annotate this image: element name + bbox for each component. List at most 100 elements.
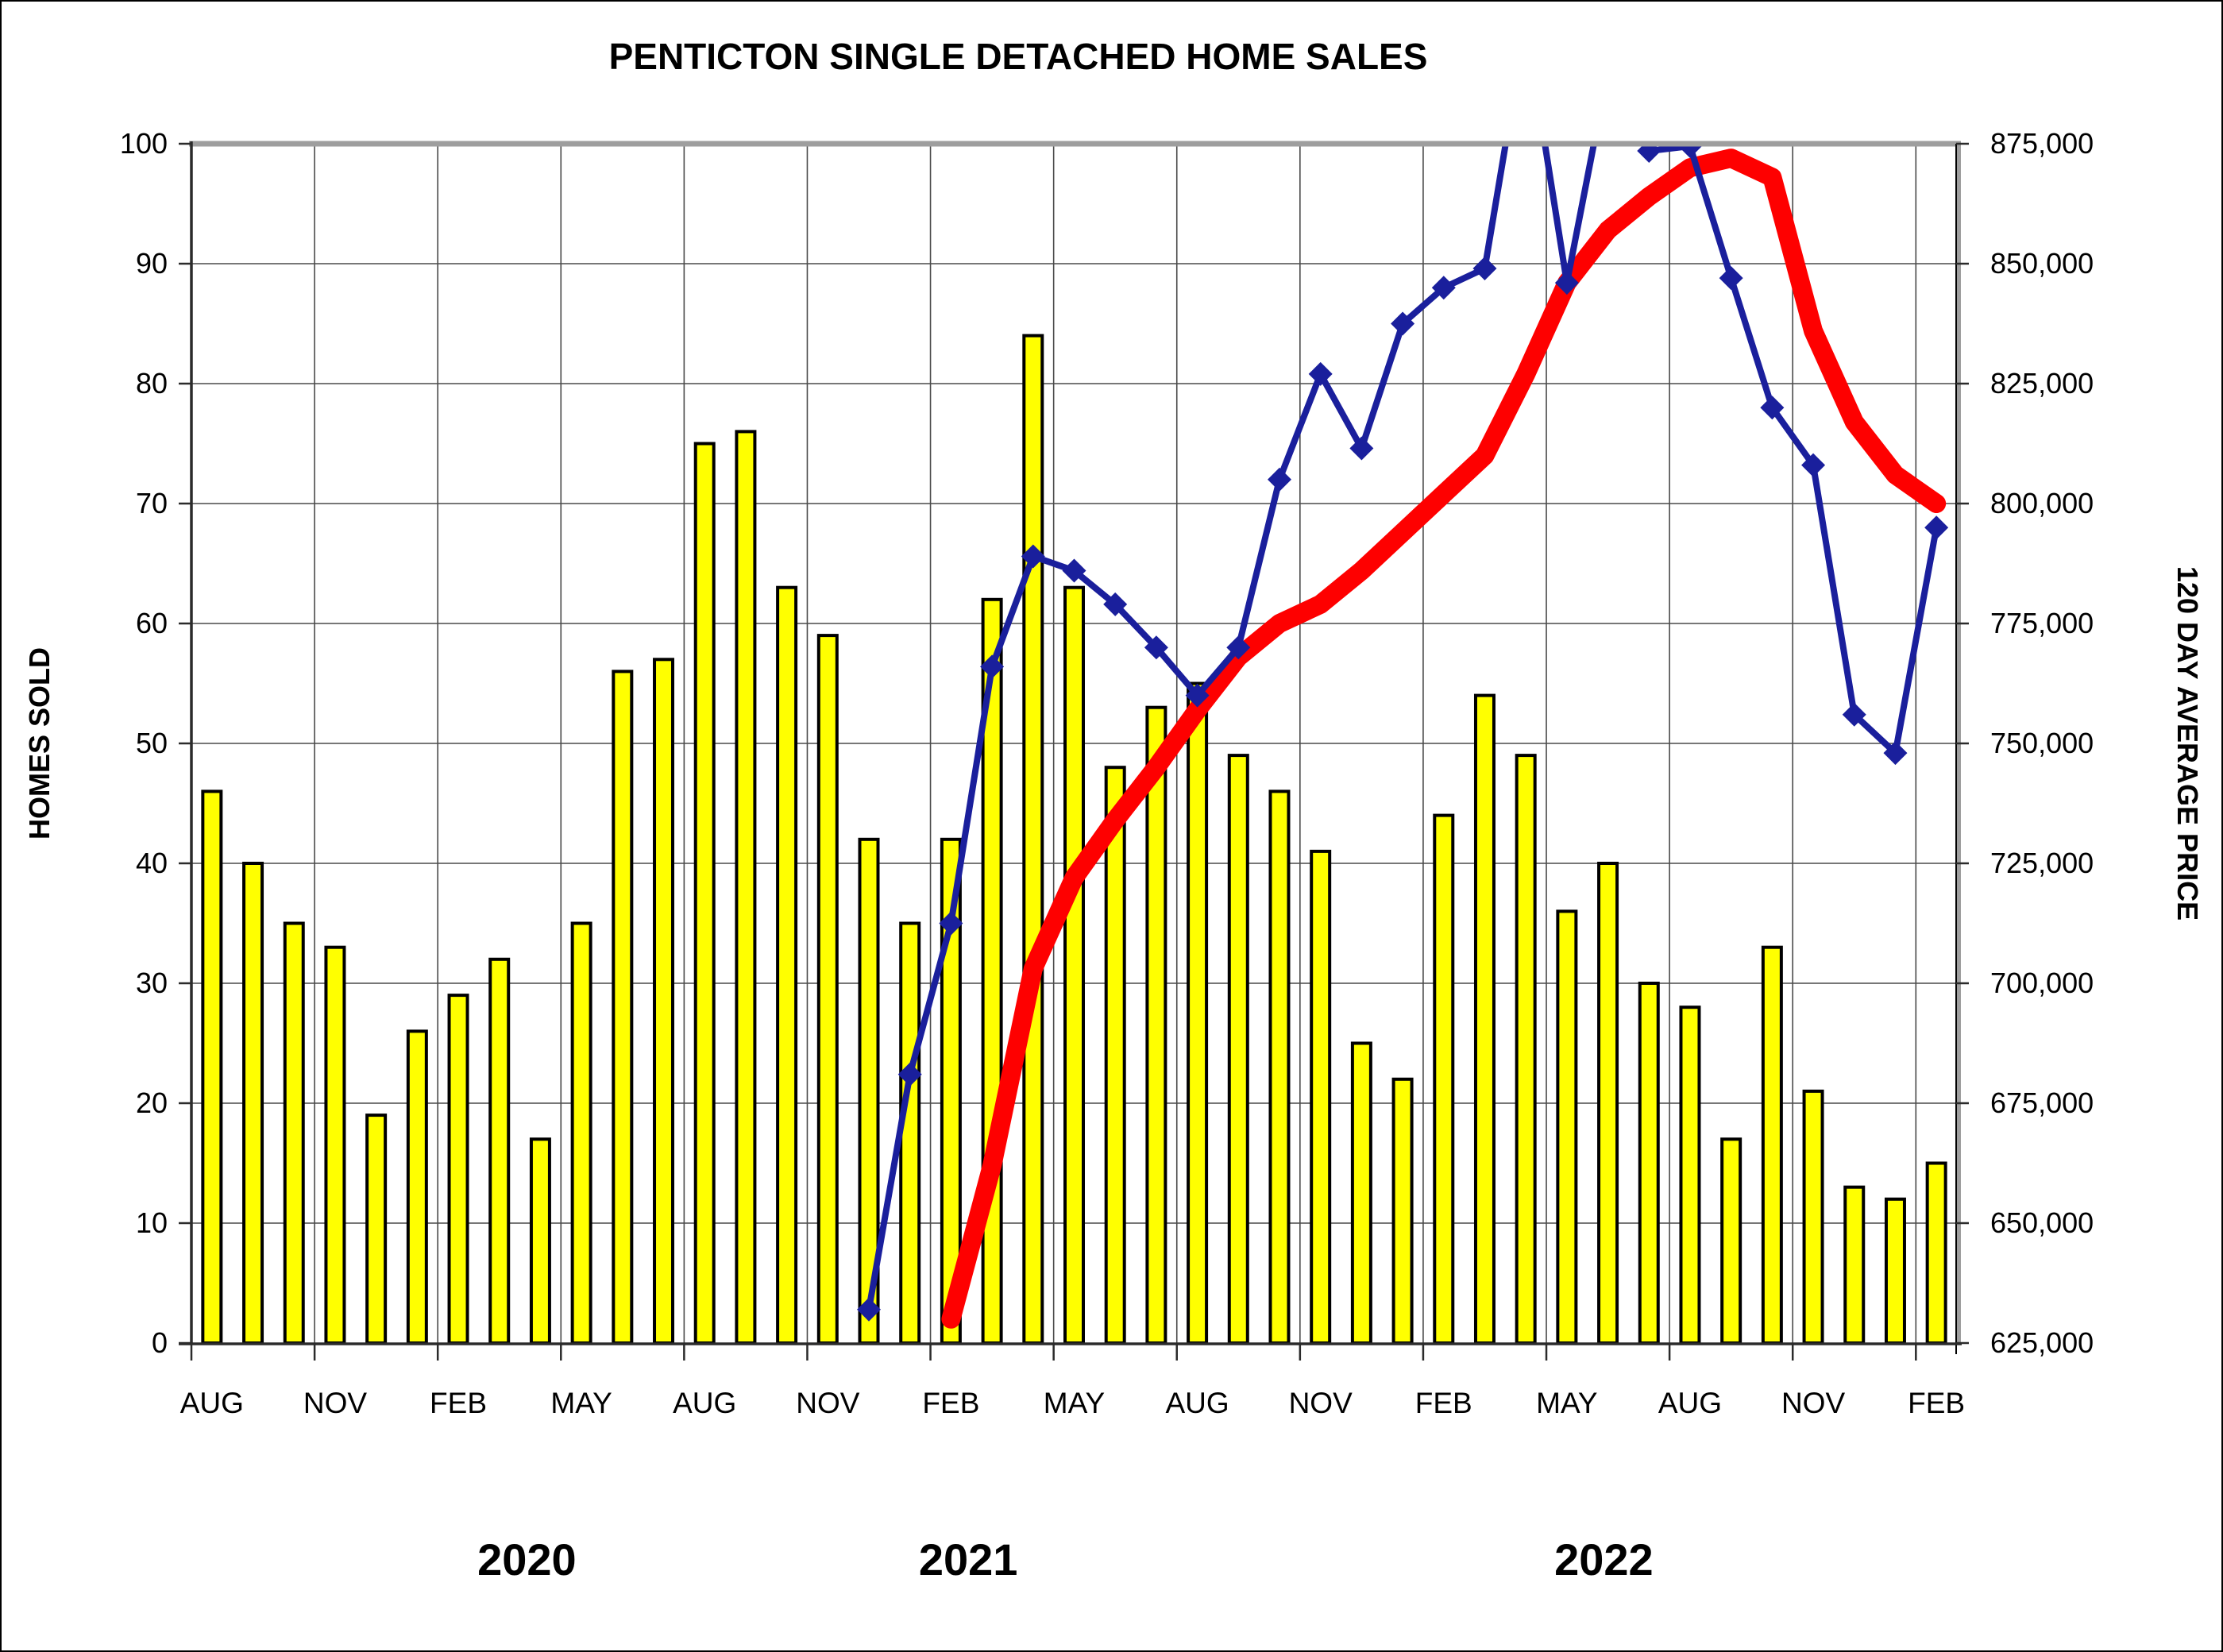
bar-homes-sold (1063, 585, 1085, 1345)
x-axis-month-label: NOV (303, 1387, 368, 1419)
x-axis-month-label: AUG (1165, 1387, 1229, 1419)
bar-homes-sold (201, 789, 223, 1345)
diamond-marker (1267, 467, 1291, 492)
right-axis-label: 750,000 (1990, 727, 2094, 759)
bar-homes-sold (570, 921, 592, 1345)
diamond-marker (1062, 558, 1086, 583)
bar-homes-sold (816, 634, 839, 1345)
right-axis-label: 675,000 (1990, 1087, 2094, 1119)
bar-homes-sold (1679, 1005, 1701, 1345)
bar-homes-sold (1104, 766, 1126, 1345)
diamond-marker (980, 654, 1005, 679)
left-axis-label: 80 (136, 367, 168, 399)
diamond-marker (857, 1297, 882, 1322)
bar-homes-sold (1473, 693, 1496, 1345)
diamond-marker (1842, 702, 1866, 727)
x-axis-year-label: 2022 (1554, 1534, 1654, 1584)
diamond-marker (1924, 515, 1949, 540)
x-axis-month-label: FEB (1415, 1387, 1472, 1419)
bar-homes-sold (1391, 1077, 1414, 1345)
x-axis-month-label: AUG (1658, 1387, 1722, 1419)
diamond-marker (1883, 741, 1908, 766)
x-axis-month-label: NOV (1289, 1387, 1353, 1419)
x-axis-month-label: FEB (1908, 1387, 1965, 1419)
right-axis-label: 625,000 (1990, 1326, 2094, 1359)
left-axis-label: 20 (136, 1087, 168, 1119)
x-axis-month-label: MAY (1044, 1387, 1105, 1419)
diamond-marker (1554, 271, 1579, 295)
bar-homes-sold (1145, 705, 1167, 1345)
left-axis-label: 50 (136, 727, 168, 759)
x-axis-month-label: FEB (430, 1387, 487, 1419)
bar-homes-sold (1556, 909, 1578, 1345)
right-axis-label: 825,000 (1990, 367, 2094, 399)
diamond-marker (1431, 276, 1456, 300)
bar-homes-sold (1802, 1089, 1824, 1345)
diamond-marker (1349, 436, 1374, 461)
bar-homes-sold (488, 957, 511, 1345)
bar-homes-sold (776, 585, 798, 1345)
right-axis-label: 700,000 (1990, 967, 2094, 999)
x-axis-month-label: MAY (1536, 1387, 1597, 1419)
bar-homes-sold (283, 921, 305, 1345)
chart-title: PENTICTON SINGLE DETACHED HOME SALES (608, 36, 1428, 77)
bar-homes-sold (735, 430, 757, 1345)
bar-homes-sold (693, 442, 716, 1345)
right-axis-label: 650,000 (1990, 1206, 2094, 1239)
bar-homes-sold (1022, 334, 1044, 1345)
diamond-marker (1144, 635, 1168, 660)
x-axis-month-label: NOV (796, 1387, 860, 1419)
diamond-marker (1677, 144, 1702, 159)
bar-homes-sold (1720, 1137, 1743, 1345)
bar-homes-sold (1597, 862, 1619, 1345)
left-axis-label: 60 (136, 607, 168, 639)
x-axis-year-label: 2021 (919, 1534, 1018, 1584)
diamond-marker (1472, 257, 1497, 281)
left-axis-label: 90 (136, 247, 168, 280)
left-axis-label: 100 (120, 127, 168, 160)
bar-homes-sold (1925, 1161, 1947, 1345)
diamond-marker (1596, 60, 1620, 83)
x-axis-year-label: 2020 (477, 1534, 577, 1584)
right-axis-label: 850,000 (1990, 247, 2094, 280)
x-axis-month-label: MAY (550, 1387, 612, 1419)
left-axis-label: 0 (152, 1326, 168, 1359)
diamond-marker (1760, 396, 1785, 420)
left-axis-label: 10 (136, 1206, 168, 1239)
bar-homes-sold (899, 921, 921, 1345)
x-axis-month-label: AUG (180, 1387, 244, 1419)
bar-homes-sold (612, 670, 634, 1345)
bar-homes-sold (1638, 982, 1660, 1345)
bar-homes-sold (406, 1029, 428, 1345)
right-axis-label: 800,000 (1990, 487, 2094, 519)
bar-homes-sold (1515, 754, 1537, 1345)
left-axis-label: 40 (136, 847, 168, 879)
bar-homes-sold (1310, 849, 1332, 1345)
diamond-marker (1719, 266, 1743, 291)
right-axis-label: 725,000 (1990, 847, 2094, 879)
bar-homes-sold (1227, 754, 1249, 1345)
diamond-marker (1514, 12, 1538, 36)
bar-homes-sold (1884, 1197, 1906, 1345)
x-axis-month-label: NOV (1781, 1387, 1846, 1419)
bar-homes-sold (1268, 789, 1291, 1345)
diamond-marker (1308, 361, 1333, 386)
diamond-marker (897, 1062, 922, 1087)
diamond-marker (1801, 453, 1826, 477)
diamond-marker (1226, 635, 1251, 660)
bar-homes-sold (447, 994, 469, 1345)
bar-homes-sold (529, 1137, 551, 1345)
bar-homes-sold (1187, 681, 1209, 1345)
bar-homes-sold (242, 862, 264, 1345)
bar-homes-sold (1350, 1041, 1372, 1345)
diamond-marker (1103, 592, 1128, 616)
bar-homes-sold (324, 945, 346, 1345)
bar-homes-sold (1433, 813, 1455, 1345)
line-120day-average-price (941, 149, 1947, 1329)
bar-homes-sold (1761, 945, 1783, 1345)
diamond-marker (1391, 311, 1415, 336)
left-axis-label: 30 (136, 967, 168, 999)
right-axis-label: 775,000 (1990, 607, 2094, 639)
